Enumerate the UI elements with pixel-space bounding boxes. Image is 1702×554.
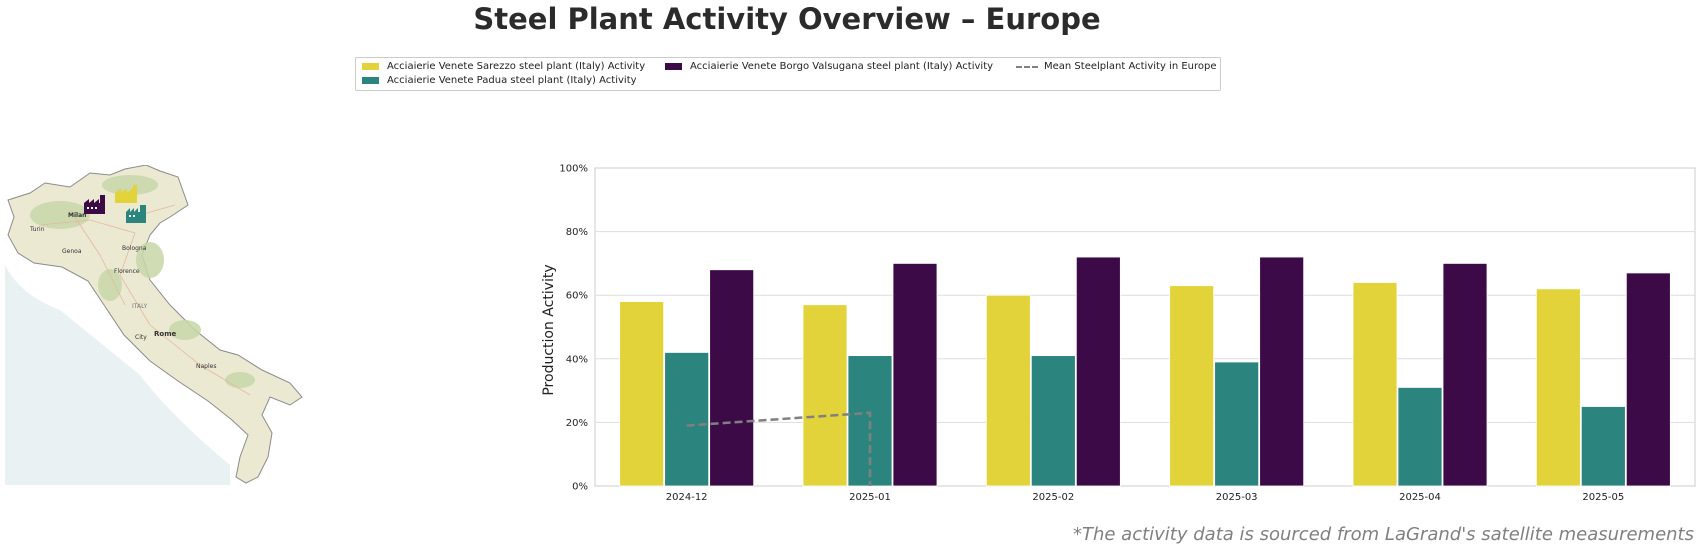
bar [709, 269, 755, 487]
bar [1030, 355, 1076, 487]
y-tick-label: 20% [566, 418, 588, 429]
terrain-patches [30, 175, 255, 388]
italy-outline [7, 164, 303, 484]
mean-activity-line [686, 411, 872, 486]
bar [1259, 256, 1305, 487]
y-tick-label: 100% [559, 164, 588, 175]
bar [1352, 282, 1398, 487]
bar [1214, 361, 1260, 487]
city-label-rome: Rome [154, 330, 176, 338]
city-label-naples: Naples [196, 363, 216, 370]
legend-label-borgo: Acciaierie Venete Borgo Valsugana steel … [690, 61, 994, 72]
factory-icon-sarezzo [115, 185, 137, 203]
x-tick-label: 2024-12 [666, 492, 708, 500]
legend-item-borgo: Acciaierie Venete Borgo Valsugana steel … [665, 61, 993, 72]
legend-swatch-sarezzo [362, 63, 379, 70]
legend-label-mean: Mean Steelplant Activity in Europe [1044, 61, 1217, 72]
chart-title: Steel Plant Activity Overview – Europe [473, 2, 1101, 36]
map-region-label: ITALY [132, 303, 148, 310]
city-label-bologna: Bologna [122, 245, 147, 252]
bar [1075, 256, 1121, 487]
x-tick-label: 2025-01 [849, 492, 891, 500]
bar [1442, 263, 1488, 487]
legend-label-sarezzo: Acciaierie Venete Sarezzo steel plant (I… [387, 61, 646, 72]
city-label-genoa: Genoa [62, 248, 82, 255]
bar-chart: 0% 20% 40% 60% 80% 100% 2024-12 2025-01 2025-02 2… [530, 160, 1702, 503]
bar [619, 301, 665, 487]
footnote: *The activity data is sourced from LaGra… [1072, 524, 1694, 545]
bar [1169, 285, 1215, 487]
city-label-milan: Milan [68, 212, 86, 219]
y-axis-label: Production Activity [541, 264, 557, 395]
y-tick-label: 40% [566, 354, 588, 365]
legend-dash-mean [1016, 65, 1038, 68]
legend-swatch-padua [362, 77, 379, 84]
x-tick-label: 2025-04 [1399, 492, 1441, 500]
bar [892, 263, 938, 487]
bar [1625, 272, 1671, 487]
legend-item-sarezzo: Acciaierie Venete Sarezzo steel plant (I… [362, 61, 645, 72]
factory-icon-borgo [84, 195, 105, 214]
city-label-turin: Turin [29, 226, 45, 233]
bar [1397, 387, 1443, 487]
city-label-florence: Florence [114, 268, 140, 275]
y-tick-label: 60% [566, 291, 588, 302]
legend-label-padua: Acciaierie Venete Padua steel plant (Ita… [387, 75, 637, 86]
x-tick-label: 2025-02 [1032, 492, 1074, 500]
bar [802, 304, 848, 487]
city-label-city: City [135, 334, 147, 341]
factory-icon-padua [126, 205, 146, 223]
legend-item-mean: Mean Steelplant Activity in Europe [1016, 61, 1217, 72]
bar [1580, 406, 1626, 487]
bar-chart-svg: 0% 20% 40% 60% 80% 100% 2024-12 2025-01 2025-02 2… [541, 164, 1696, 503]
y-tick-label: 80% [566, 227, 588, 238]
legend-item-padua: Acciaierie Venete Padua steel plant (Ita… [362, 75, 637, 86]
x-tick-label: 2025-05 [1582, 492, 1624, 500]
legend: Acciaierie Venete Sarezzo steel plant (I… [355, 57, 1221, 91]
bar [664, 352, 710, 487]
bar [1535, 288, 1581, 487]
x-tick-label: 2025-03 [1216, 492, 1258, 500]
plot-area [594, 167, 1696, 487]
legend-swatch-borgo [665, 63, 682, 70]
y-tick-label: 0% [572, 482, 588, 493]
city-labels: Milan Turin Genoa Bologna Florence ITALY… [29, 212, 216, 370]
italy-map: Milan Turin Genoa Bologna Florence ITALY… [0, 164, 310, 490]
bar [847, 355, 893, 487]
italy-map-svg: Milan Turin Genoa Bologna Florence ITALY… [5, 164, 303, 485]
bar [985, 294, 1031, 487]
sea-area [5, 265, 230, 485]
